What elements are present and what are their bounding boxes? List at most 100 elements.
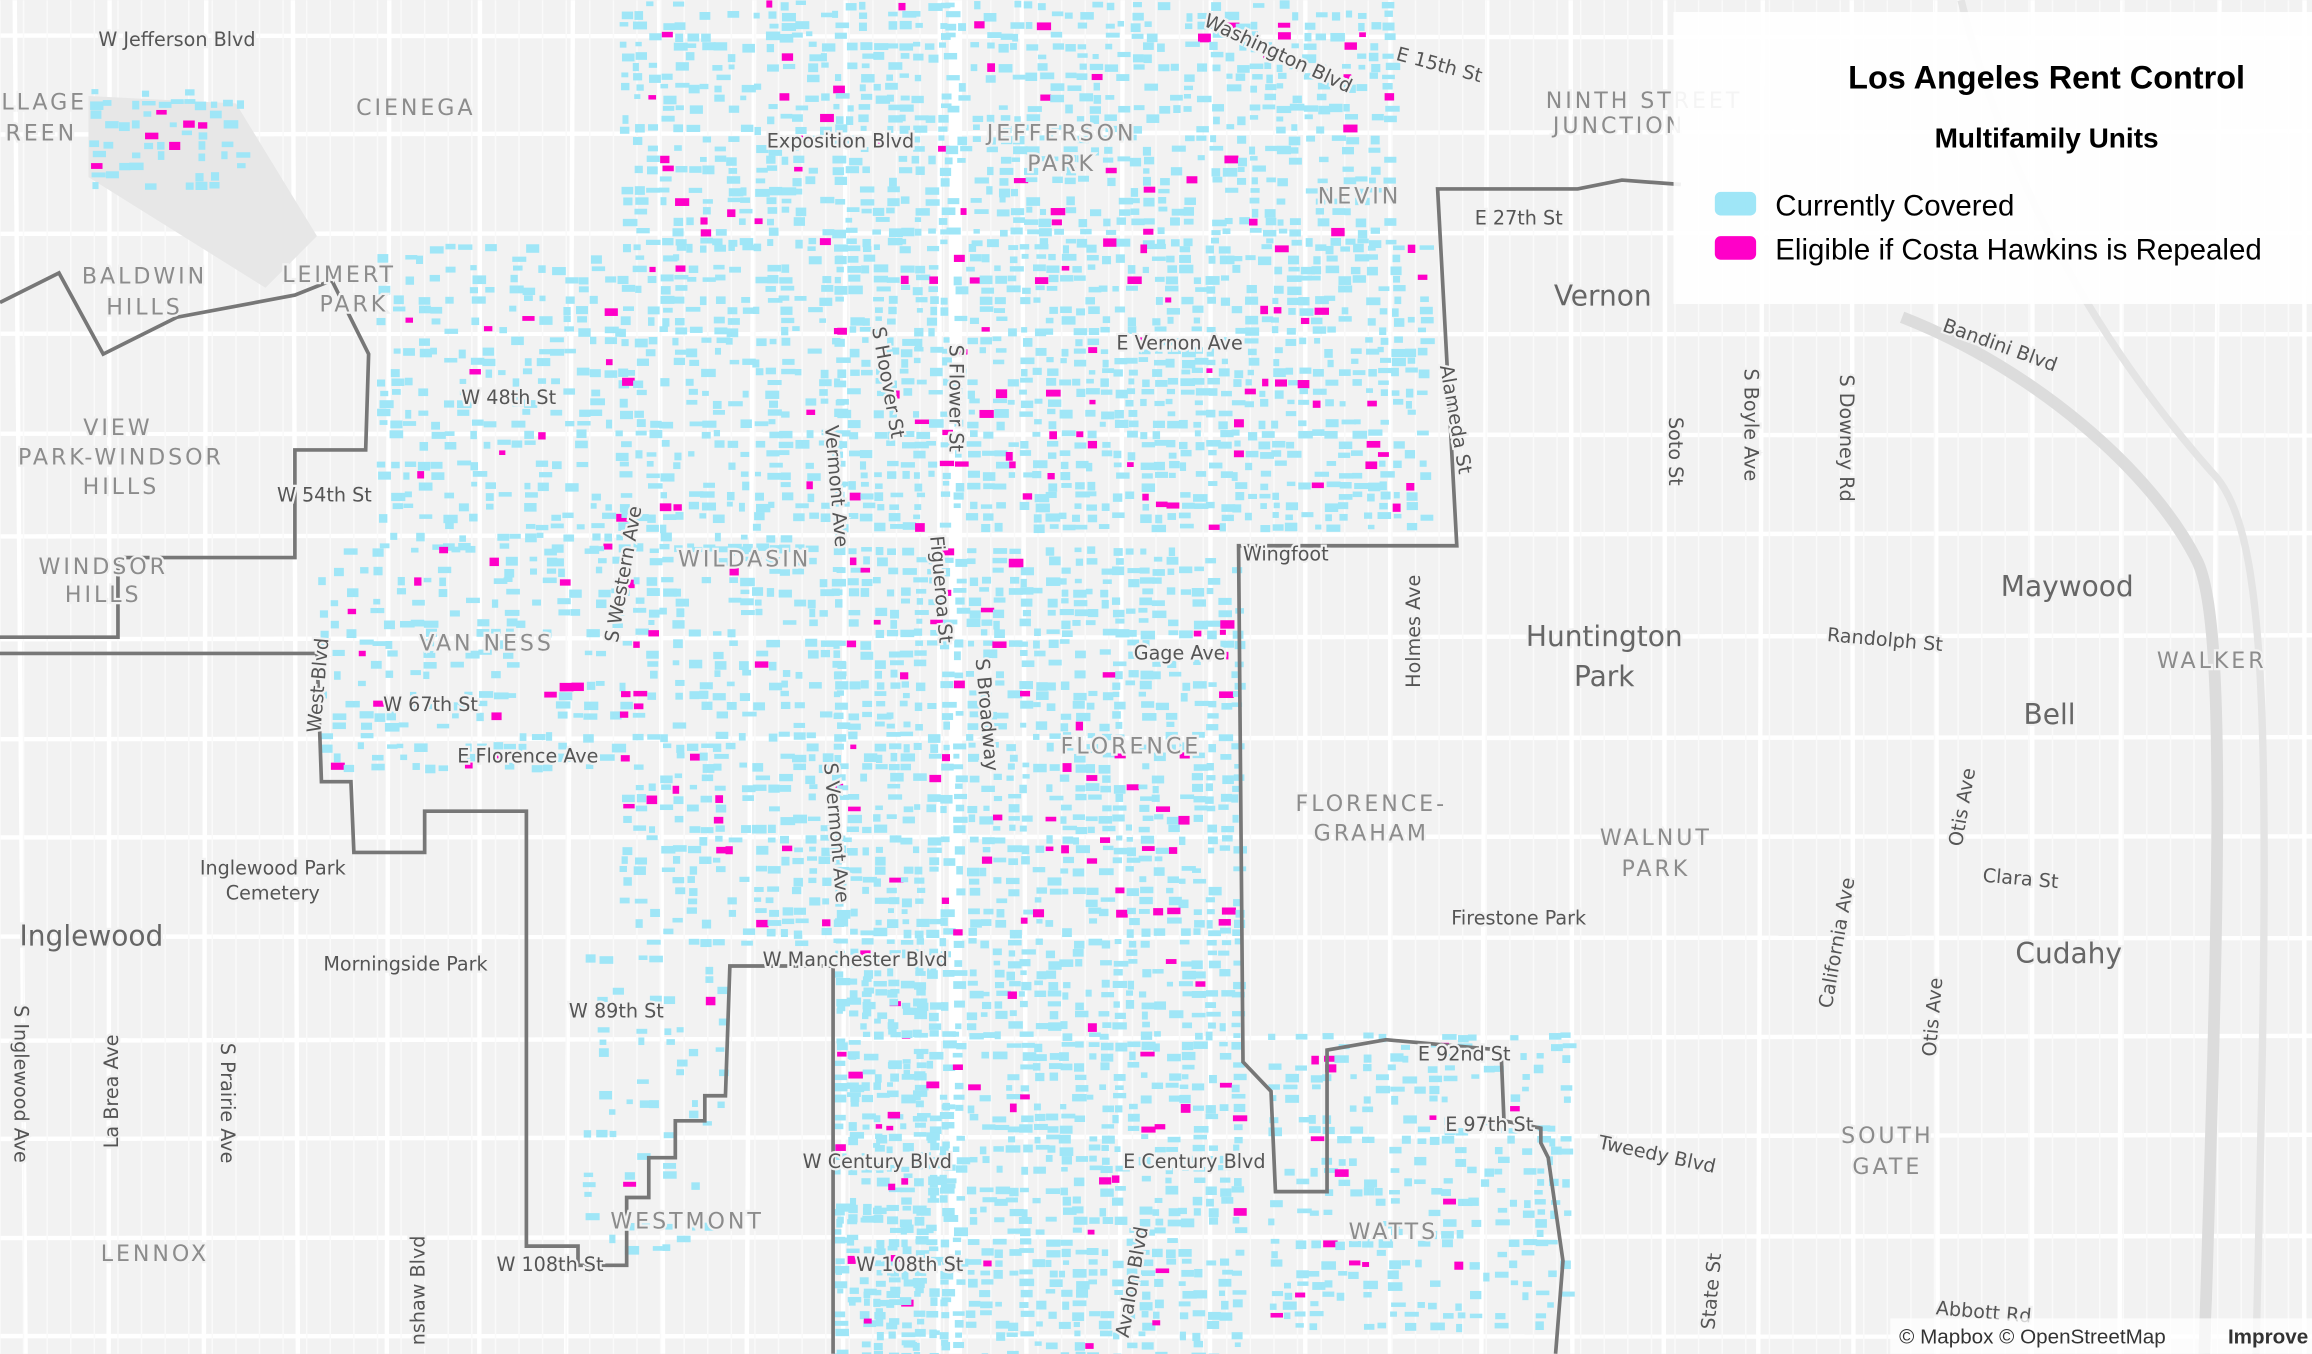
covered-parcel xyxy=(431,421,441,430)
covered-parcel xyxy=(781,187,797,196)
covered-parcel xyxy=(1061,1289,1073,1297)
covered-parcel xyxy=(1393,441,1405,449)
covered-parcel xyxy=(1181,928,1191,936)
covered-parcel xyxy=(875,1289,882,1296)
covered-parcel xyxy=(836,460,846,467)
covered-parcel xyxy=(1059,379,1072,386)
improve-link[interactable]: Improve xyxy=(2228,1325,2308,1348)
covered-parcel xyxy=(1205,897,1215,903)
covered-parcel xyxy=(874,1163,889,1171)
covered-parcel xyxy=(1186,13,1193,22)
covered-parcel xyxy=(836,357,851,363)
covered-parcel xyxy=(805,95,819,102)
covered-parcel xyxy=(1086,378,1094,384)
covered-parcel xyxy=(519,733,527,741)
covered-parcel xyxy=(1390,1198,1400,1204)
covered-parcel xyxy=(930,629,939,636)
covered-parcel xyxy=(605,504,612,511)
covered-parcel xyxy=(781,317,795,324)
covered-parcel xyxy=(1231,702,1243,707)
covered-parcel xyxy=(1250,188,1260,193)
covered-parcel xyxy=(1266,238,1274,244)
covered-parcel xyxy=(635,124,645,133)
covered-parcel xyxy=(1126,1268,1138,1276)
covered-parcel xyxy=(672,856,681,864)
covered-parcel xyxy=(1034,628,1041,636)
covered-parcel xyxy=(1234,440,1241,447)
covered-parcel xyxy=(915,898,924,904)
eligible-parcel xyxy=(469,369,481,375)
covered-parcel xyxy=(504,568,515,578)
covered-parcel xyxy=(1168,472,1176,478)
covered-parcel xyxy=(1089,106,1102,114)
covered-parcel xyxy=(688,845,702,854)
covered-parcel xyxy=(836,1042,848,1051)
covered-parcel xyxy=(1270,1095,1277,1102)
covered-parcel xyxy=(755,276,768,284)
covered-parcel xyxy=(754,599,762,606)
covered-parcel xyxy=(1179,836,1186,846)
covered-parcel xyxy=(902,431,915,438)
eligible-parcel xyxy=(1155,1268,1170,1274)
covered-parcel xyxy=(833,1229,842,1235)
covered-parcel xyxy=(1126,1291,1134,1299)
covered-parcel xyxy=(619,41,627,48)
covered-parcel xyxy=(794,702,805,709)
covered-parcel xyxy=(1033,524,1045,534)
covered-parcel xyxy=(1220,471,1234,478)
covered-parcel xyxy=(1048,1022,1062,1031)
covered-parcel xyxy=(980,722,993,729)
covered-parcel xyxy=(942,481,950,486)
covered-parcel xyxy=(926,1224,937,1231)
covered-parcel xyxy=(925,199,940,206)
covered-parcel xyxy=(1268,1084,1280,1090)
covered-parcel xyxy=(1036,1300,1047,1310)
covered-parcel xyxy=(1050,156,1059,162)
eligible-parcel xyxy=(1099,1177,1112,1185)
covered-parcel xyxy=(1471,1074,1480,1079)
covered-parcel xyxy=(1139,876,1147,883)
covered-parcel xyxy=(591,266,606,272)
covered-parcel xyxy=(822,229,835,236)
covered-parcel xyxy=(996,990,1011,996)
covered-parcel xyxy=(967,980,978,986)
covered-parcel xyxy=(850,1095,860,1103)
covered-parcel xyxy=(1129,1051,1136,1061)
covered-parcel xyxy=(1178,1249,1192,1257)
covered-parcel xyxy=(716,558,729,566)
covered-parcel xyxy=(1264,93,1277,101)
covered-parcel xyxy=(836,845,845,851)
covered-parcel xyxy=(1381,1,1395,9)
covered-parcel xyxy=(1206,724,1219,731)
covered-parcel xyxy=(940,917,948,926)
covered-parcel xyxy=(1012,136,1025,145)
covered-parcel xyxy=(1047,368,1059,376)
covered-parcel xyxy=(1508,1239,1520,1247)
covered-parcel xyxy=(1204,1156,1214,1161)
covered-parcel xyxy=(1039,208,1047,216)
covered-parcel xyxy=(1088,690,1098,697)
covered-parcel xyxy=(576,367,590,376)
covered-parcel xyxy=(1167,650,1181,657)
covered-parcel xyxy=(929,1182,938,1188)
covered-parcel xyxy=(1139,896,1153,905)
covered-parcel xyxy=(1049,733,1062,739)
covered-parcel xyxy=(1325,379,1339,386)
covered-parcel xyxy=(1020,1085,1030,1092)
covered-parcel xyxy=(1072,1312,1085,1321)
eligible-parcel xyxy=(1034,277,1049,285)
covered-parcel xyxy=(727,318,740,325)
covered-parcel xyxy=(779,773,793,782)
covered-parcel xyxy=(1401,1135,1411,1144)
covered-parcel xyxy=(742,795,755,801)
covered-parcel xyxy=(1102,157,1114,163)
covered-parcel xyxy=(1062,1301,1070,1310)
covered-parcel xyxy=(633,577,640,585)
covered-parcel xyxy=(1142,640,1150,647)
covered-parcel xyxy=(391,492,406,502)
covered-parcel xyxy=(1509,1199,1518,1207)
covered-parcel xyxy=(862,700,873,708)
covered-parcel xyxy=(886,74,893,81)
covered-parcel xyxy=(943,1214,959,1222)
covered-parcel xyxy=(913,11,921,17)
